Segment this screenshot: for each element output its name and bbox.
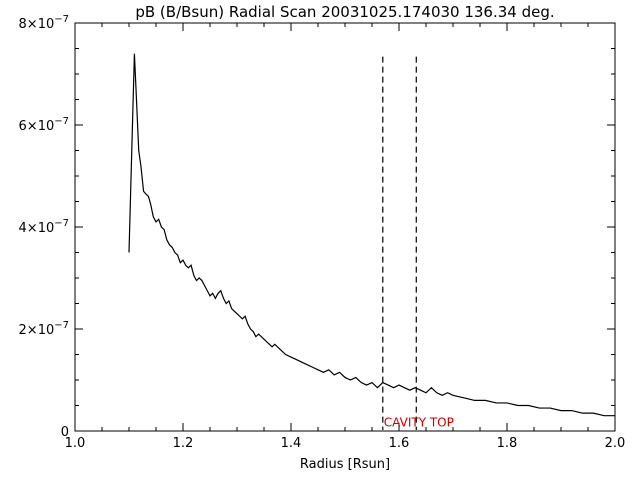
cavity-top-label: CAVITY TOP: [384, 416, 454, 430]
plot-frame: [74, 22, 616, 432]
y-tick-label: 2×10−7: [19, 320, 69, 338]
x-tick-label: 1.4: [281, 436, 302, 451]
x-tick-label: 1.6: [389, 436, 410, 451]
annotations-group: CAVITY TOP: [384, 416, 454, 430]
x-tick-label: 1.2: [173, 436, 194, 451]
y-tick-label: 0: [61, 425, 69, 440]
series-group: [128, 53, 615, 417]
y-tick-label: 4×10−7: [19, 218, 69, 236]
y-axis-ticks: 0 2×10−7 4×10−7 6×10−7 8×10−7: [19, 14, 615, 440]
y-tick-label: 6×10−7: [19, 116, 69, 134]
x-tick-label: 1.0: [65, 436, 86, 451]
cavity-markers: [382, 56, 417, 430]
x-axis-ticks: 1.0 1.2 1.4 1.6 1.8 2.0: [65, 23, 626, 451]
x-tick-label: 2.0: [605, 436, 626, 451]
pb-radial-profile-line: [128, 53, 615, 417]
x-tick-label: 1.8: [497, 436, 518, 451]
x-axis-label: Radius [Rsun]: [300, 457, 390, 472]
y-tick-label: 8×10−7: [19, 14, 69, 32]
chart-title: pB (B/Bsun) Radial Scan 20031025.174030 …: [135, 3, 554, 21]
